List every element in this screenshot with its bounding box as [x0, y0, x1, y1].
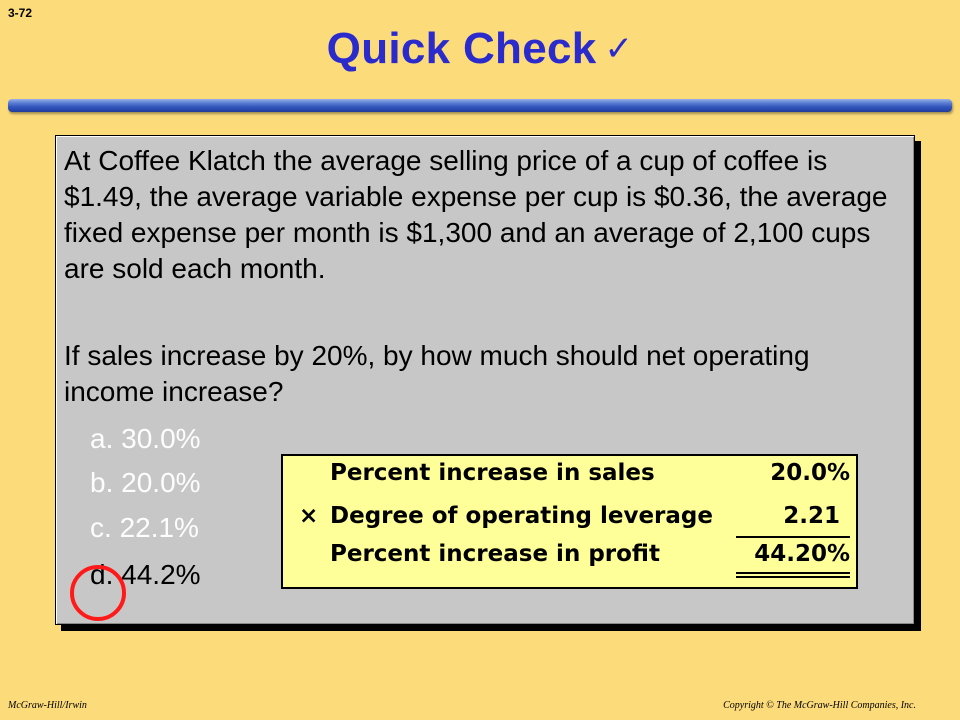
calc-row-profit-increase: Percent increase in profit 44.20% — [283, 541, 856, 581]
title-text: Quick Check — [326, 24, 597, 73]
footer-copyright: Copyright © The McGraw-Hill Companies, I… — [723, 700, 916, 711]
option-c[interactable]: c. 22.1% — [90, 512, 199, 544]
question-paragraph-2: If sales increase by 20%, by how much sh… — [64, 340, 810, 407]
correct-answer-circle-icon — [70, 565, 126, 621]
single-underline — [736, 536, 850, 538]
option-b[interactable]: b. 20.0% — [90, 467, 201, 499]
option-text: 30.0% — [121, 423, 201, 454]
calc-label: Degree of operating leverage — [330, 503, 713, 529]
option-letter: c. — [90, 512, 112, 543]
checkmark-icon: ✓ — [604, 29, 634, 69]
calc-value: 20.0% — [770, 460, 850, 486]
calculation-box: Percent increase in sales 20.0% × Degree… — [281, 454, 858, 589]
calc-value: 2.21 — [783, 503, 840, 529]
option-a[interactable]: a. 30.0% — [90, 423, 201, 455]
option-text: 22.1% — [119, 512, 199, 543]
option-letter: a. — [90, 423, 114, 454]
option-text: 20.0% — [121, 467, 201, 498]
double-underline — [736, 572, 850, 578]
calc-row-operating-leverage: × Degree of operating leverage 2.21 — [283, 503, 856, 543]
slide-title: Quick Check ✓ — [0, 24, 960, 74]
multiply-icon: × — [299, 503, 319, 529]
calc-label: Percent increase in sales — [330, 460, 655, 486]
calc-value: 44.20% — [754, 541, 850, 567]
calc-label: Percent increase in profit — [330, 541, 660, 567]
question-paragraph-1: At Coffee Klatch the average selling pri… — [64, 145, 888, 284]
slide-number: 3-72 — [8, 6, 33, 20]
calc-row-sales-increase: Percent increase in sales 20.0% — [283, 460, 856, 500]
option-letter: b. — [90, 467, 114, 498]
option-text: 44.2% — [121, 559, 201, 590]
footer-publisher: McGraw-Hill/Irwin — [8, 700, 87, 711]
title-divider-bar — [8, 99, 952, 112]
